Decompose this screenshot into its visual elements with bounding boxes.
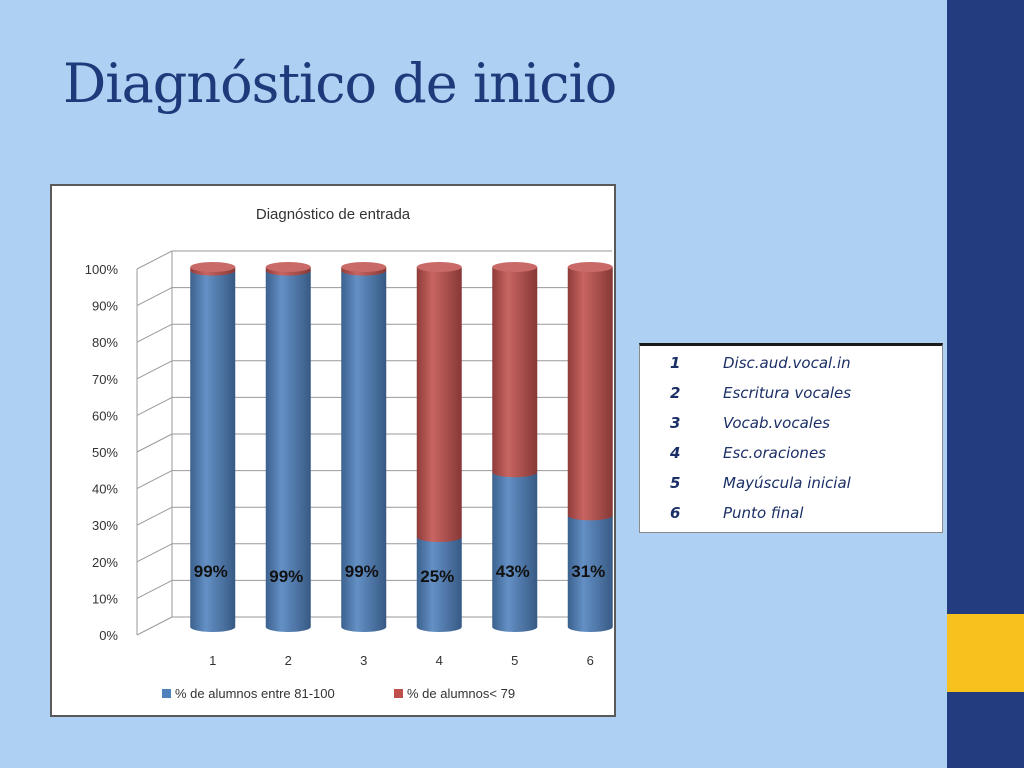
bar-segment [265,270,311,632]
data-label: 99% [194,562,228,581]
x-tick-label: 4 [436,653,443,668]
bar-top [341,262,387,272]
key-number: 5 [670,474,681,492]
key-row: 2 Escritura vocales [640,378,942,408]
gridline-side [136,323,173,343]
y-tick-label: 100% [85,262,119,277]
bar-segment [567,515,613,632]
y-tick-label: 90% [92,299,118,314]
y-tick-label: 60% [92,408,118,423]
key-row: 1 Disc.aud.vocal.in [640,348,942,378]
data-label: 31% [571,562,605,581]
bar-top [567,262,613,272]
y-tick-label: 40% [92,482,118,497]
bar-segment [190,270,236,632]
bar-segment [567,267,613,521]
key-label: Esc.oraciones [723,444,826,462]
gridline-side [136,506,173,526]
bar-segment [492,472,538,632]
legend-swatch [394,689,403,698]
bar-segment [492,267,538,478]
gridline-side [136,433,173,453]
x-tick-label: 6 [587,653,594,668]
x-tick-label: 5 [511,653,518,668]
chart-title: Diagnóstico de entrada [256,206,411,223]
bar-top [416,262,462,272]
y-tick-label: 0% [99,628,118,643]
bar-top [492,262,538,272]
key-row: 4 Esc.oraciones [640,438,942,468]
bar-segment [416,267,462,542]
key-label: Disc.aud.vocal.in [723,354,851,372]
y-tick-label: 70% [92,372,118,387]
bar-segment [416,537,462,632]
x-tick-label: 2 [285,653,292,668]
key-number: 4 [670,444,681,462]
chart-svg: Diagnóstico de entrada 0% 10% 20% 30% 40% 50% 6… [85,206,613,701]
legend-label: % de alumnos< 79 [407,686,515,701]
key-number: 3 [670,414,681,432]
y-tick-label: 80% [92,335,118,350]
legend-swatch [162,689,171,698]
bar-segment [341,270,387,632]
key-label: Punto final [723,504,804,522]
key-row: 3 Vocab.vocales [640,408,942,438]
key-row: 6 Punto final [640,498,942,528]
bar-top [190,262,236,272]
data-label: 43% [496,562,530,581]
key-row: 5 Mayúscula inicial [640,468,942,498]
gridline-side [136,616,173,636]
chart-panel: Diagnóstico de entrada 0% 10% 20% 30% 40% 50% 6… [50,184,616,717]
gridline-side [136,470,173,490]
key-number: 6 [670,504,681,522]
gridline-side [136,250,173,270]
data-label: 25% [420,567,454,586]
sidebar-accent [947,614,1024,692]
data-label: 99% [345,562,379,581]
key-label: Vocab.vocales [723,414,830,432]
y-tick-label: 10% [92,591,118,606]
gridline-side [136,543,173,563]
gridline-side [136,396,173,416]
legend-label: % de alumnos entre 81-100 [175,686,335,701]
category-key-table: 1 Disc.aud.vocal.in 2 Escritura vocales … [639,343,943,533]
x-tick-label: 3 [360,653,367,668]
page-title: Diagnóstico de inicio [63,52,617,115]
y-tick-label: 50% [92,445,118,460]
key-number: 2 [670,384,681,402]
data-label: 99% [269,567,303,586]
key-label: Escritura vocales [723,384,852,402]
key-number: 1 [670,354,681,372]
y-tick-label: 20% [92,555,118,570]
x-tick-label: 1 [209,653,216,668]
bar-top [265,262,311,272]
y-tick-label: 30% [92,518,118,533]
gridline-side [136,579,173,599]
key-label: Mayúscula inicial [723,474,851,492]
gridline-side [136,360,173,380]
gridline-side [136,287,173,307]
